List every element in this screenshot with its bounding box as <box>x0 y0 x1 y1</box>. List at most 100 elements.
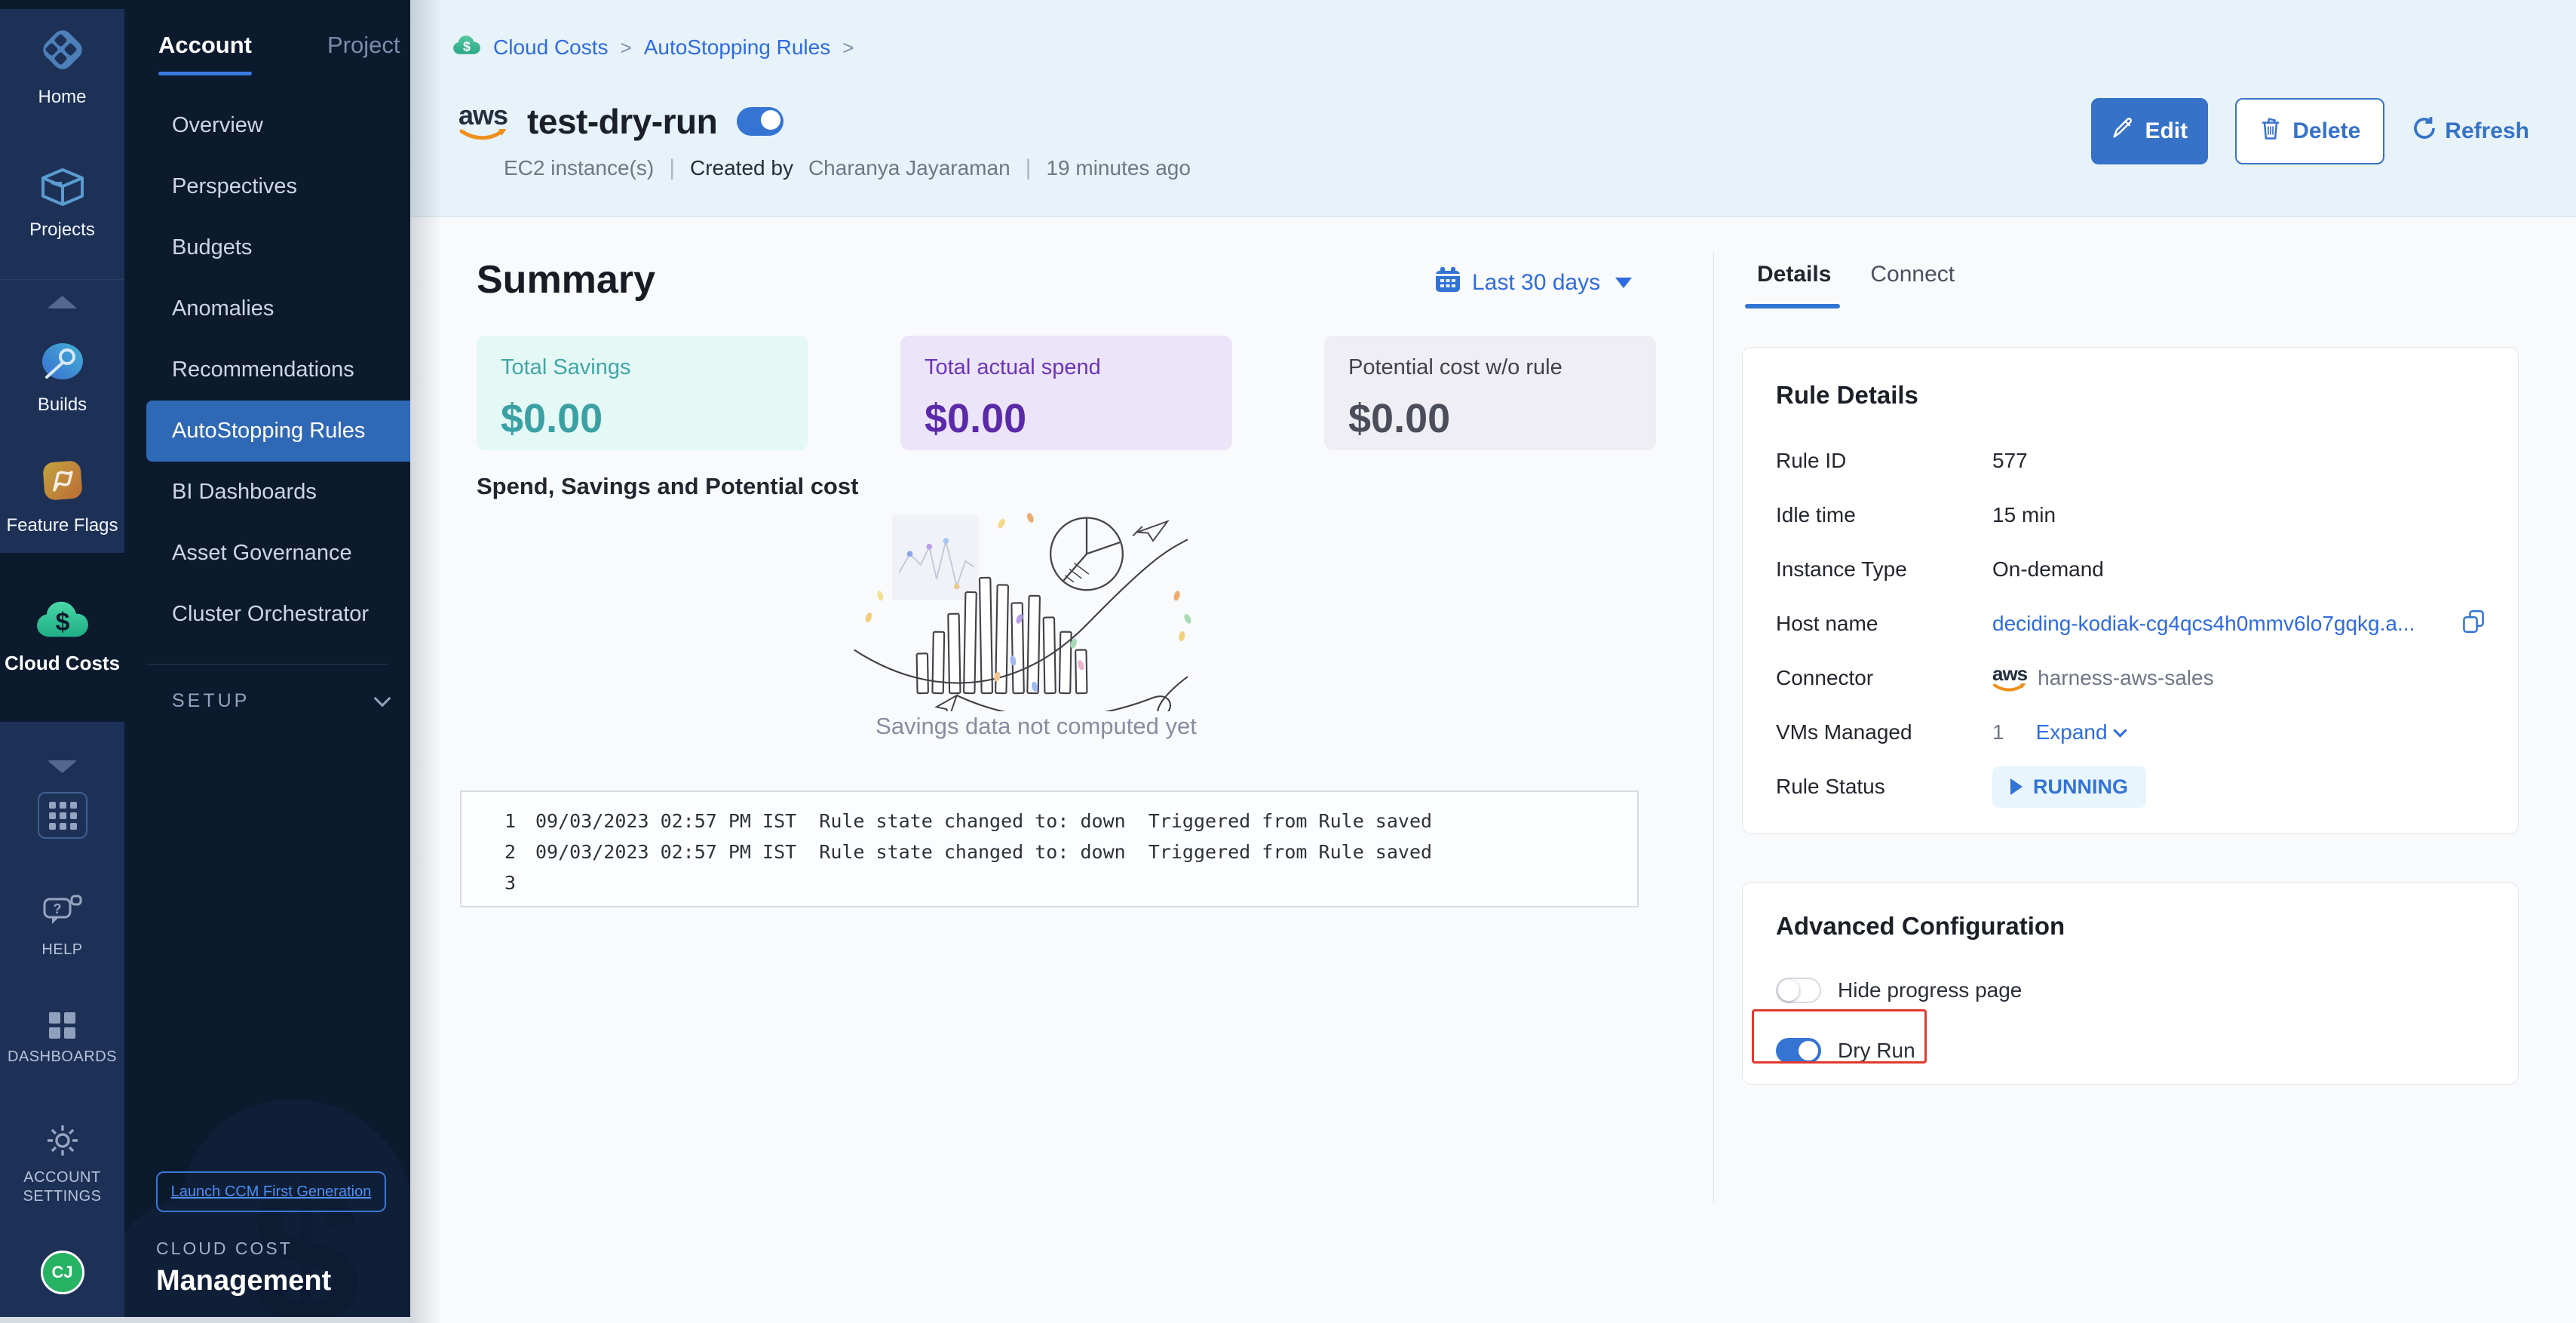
sidebar-item-cluster-orchestrator[interactable]: Cluster Orchestrator <box>172 602 370 626</box>
log-line: 2 09/03/2023 02:57 PM IST Rule state cha… <box>462 836 1637 867</box>
rail-item-dashboards[interactable]: DASHBOARDS <box>0 1012 124 1067</box>
row-connector: Connector aws harness-aws-sales <box>1776 651 2485 705</box>
dry-run-toggle[interactable] <box>1776 1038 1821 1064</box>
rail-label-account-settings: ACCOUNT SETTINGS <box>23 1169 102 1205</box>
rail-label-builds: Builds <box>37 394 87 415</box>
edit-button-label: Edit <box>2145 118 2188 143</box>
hide-progress-page-toggle[interactable] <box>1776 978 1821 1003</box>
row-label: Idle time <box>1776 503 1856 526</box>
sidebar-item-recommendations[interactable]: Recommendations <box>172 358 354 382</box>
sidebar-item-overview[interactable]: Overview <box>172 113 263 137</box>
header-actions: Edit Delete Refresh <box>2091 98 2529 164</box>
rail-item-builds[interactable]: Builds <box>0 341 124 416</box>
dry-run-row: Dry Run <box>1776 1021 2485 1081</box>
sidebar-divider <box>146 664 388 665</box>
rule-status-badge[interactable]: RUNNING <box>1992 766 2146 808</box>
rule-details-rows: Rule ID 577 Idle time 15 min Instance Ty… <box>1776 434 2485 814</box>
dry-run-label: Dry Run <box>1838 1039 1915 1062</box>
chart-empty-message: Savings data not computed yet <box>876 713 1197 739</box>
sidebar-item-perspectives[interactable]: Perspectives <box>172 174 298 198</box>
row-value: 15 min <box>1992 503 2056 526</box>
feature-flags-icon <box>41 459 84 506</box>
aws-connector-icon: aws <box>1992 664 2028 692</box>
breadcrumb-cloud-costs[interactable]: Cloud Costs <box>493 35 609 59</box>
rail-scroll-up[interactable] <box>0 296 124 308</box>
rail-item-projects[interactable]: Projects <box>0 167 124 241</box>
rail-label-home: Home <box>38 87 87 107</box>
refresh-icon <box>2412 115 2437 147</box>
row-instance-type: Instance Type On-demand <box>1776 542 2485 597</box>
created-by-value: Charanya Jayaraman <box>808 156 1010 180</box>
chevron-up-icon <box>47 296 78 308</box>
setup-section-toggle[interactable]: SETUP <box>172 689 391 712</box>
tab-details[interactable]: Details <box>1744 262 1841 308</box>
sidebar-item-budgets[interactable]: Budgets <box>172 235 253 259</box>
rule-activity-log[interactable]: 1 09/03/2023 02:57 PM IST Rule state cha… <box>460 790 1639 907</box>
svg-text:$: $ <box>55 608 69 637</box>
dropdown-caret-icon <box>1615 278 1633 288</box>
panel-divider <box>1713 251 1714 1202</box>
rail-item-cloud-costs[interactable]: $ Cloud Costs <box>0 553 124 722</box>
chart-title: Spend, Savings and Potential cost <box>477 473 859 499</box>
row-label: Rule ID <box>1776 449 1847 472</box>
host-name-link[interactable]: deciding-kodiak-cg4qcs4h0mmv6lo7gqkg.a..… <box>1992 612 2415 635</box>
row-label: Connector <box>1776 666 1874 689</box>
rail-label-projects: Projects <box>29 219 95 240</box>
vms-count: 1 <box>1992 720 2004 744</box>
row-host-name: Host name deciding-kodiak-cg4qcs4h0mmv6l… <box>1776 597 2485 651</box>
rail-item-home[interactable]: Home <box>0 26 124 108</box>
row-rule-status: Rule Status RUNNING <box>1776 760 2485 814</box>
row-label: Rule Status <box>1776 775 1885 798</box>
sidebar-item-bi-dashboards[interactable]: BI Dashboards <box>172 480 317 504</box>
calendar-icon <box>1434 266 1461 299</box>
copy-icon[interactable] <box>2462 609 2485 639</box>
module-picker-button[interactable] <box>38 792 87 839</box>
avatar[interactable]: CJ <box>40 1251 84 1294</box>
main-content: $ Cloud Costs > AutoStopping Rules > aws… <box>410 0 2576 1323</box>
rail-divider <box>0 279 124 280</box>
tab-account[interactable]: Account <box>158 32 252 75</box>
rail-user[interactable]: CJ <box>0 1251 124 1294</box>
card-total-actual-spend: Total actual spend $0.00 <box>900 336 1232 450</box>
launch-ccm-first-gen-button[interactable]: Launch CCM First Generation <box>156 1171 386 1212</box>
chevron-down-icon <box>47 760 78 773</box>
expand-vms-link[interactable]: Expand <box>2036 720 2127 744</box>
rail-label-dashboards: DASHBOARDS <box>7 1048 118 1065</box>
setup-chevron-down-icon <box>373 689 391 707</box>
log-line-text: 09/03/2023 02:57 PM IST Rule state chang… <box>535 810 1433 832</box>
tab-connect[interactable]: Connect <box>1870 262 1955 287</box>
log-line: 3 <box>462 867 1637 898</box>
date-range-picker[interactable]: Last 30 days <box>1434 266 1633 299</box>
pencil-icon <box>2111 117 2134 146</box>
rail-scroll-down[interactable] <box>0 760 124 773</box>
delete-button[interactable]: Delete <box>2235 98 2385 164</box>
sidebar-menu: Overview Perspectives Budgets Anomalies … <box>124 95 410 645</box>
expand-chevron-icon <box>2112 723 2127 738</box>
row-rule-id: Rule ID 577 <box>1776 434 2485 488</box>
rule-enable-toggle[interactable] <box>737 107 784 136</box>
refresh-button[interactable]: Refresh <box>2412 98 2529 164</box>
tab-project[interactable]: Project <box>327 32 400 58</box>
hide-progress-page-row: Hide progress page <box>1776 960 2485 1021</box>
edit-button[interactable]: Edit <box>2091 98 2209 164</box>
details-panel-tabs: Details Connect <box>1744 262 1955 308</box>
rule-subtitle: EC2 instance(s) | Created by Charanya Ja… <box>504 155 1191 181</box>
created-ago: 19 minutes ago <box>1046 156 1191 180</box>
log-line: 1 09/03/2023 02:57 PM IST Rule state cha… <box>462 806 1637 836</box>
delete-button-label: Delete <box>2292 118 2361 143</box>
log-line-number: 2 <box>504 841 516 863</box>
breadcrumb-separator: > <box>842 35 854 59</box>
rail-item-help[interactable]: ? HELP <box>0 895 124 959</box>
rail-label-feature-flags: Feature Flags <box>6 515 118 536</box>
rule-details-card: Rule Details Rule ID 577 Idle time 15 mi… <box>1742 347 2519 834</box>
rail-item-feature-flags[interactable]: Feature Flags <box>0 459 124 536</box>
rail-label-help: HELP <box>41 941 83 958</box>
sidebar-item-anomalies[interactable]: Anomalies <box>172 296 274 321</box>
page-title: test-dry-run <box>527 102 718 141</box>
breadcrumb-autostopping-rules[interactable]: AutoStopping Rules <box>643 35 831 59</box>
rail-item-account-settings[interactable]: ACCOUNT SETTINGS <box>0 1122 124 1206</box>
sidebar-item-asset-governance[interactable]: Asset Governance <box>172 541 352 565</box>
sidebar-item-autostopping-rules[interactable]: AutoStopping Rules <box>146 401 410 462</box>
toggle-knob <box>1778 980 1799 1001</box>
